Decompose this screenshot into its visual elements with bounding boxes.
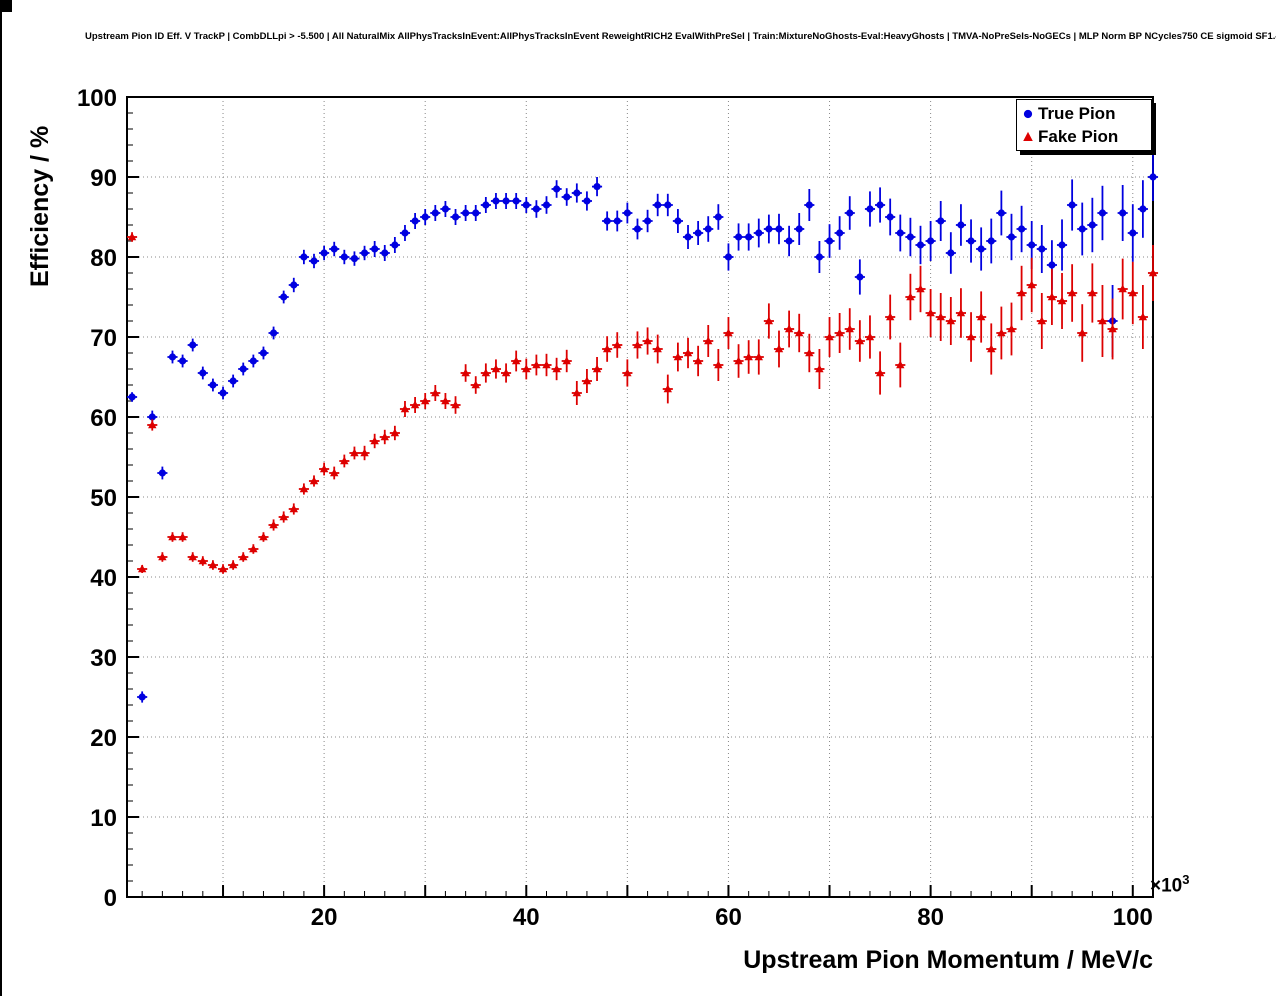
exponent-power: 3 <box>1182 872 1190 887</box>
plot-title: Upstream Pion ID Eff. V TrackP | CombDLL… <box>85 31 1276 42</box>
legend: True Pion Fake Pion <box>1016 99 1152 151</box>
svg-text:30: 30 <box>90 645 117 672</box>
svg-text:100: 100 <box>77 85 117 112</box>
svg-text:20: 20 <box>311 904 338 931</box>
canvas-corner-decoration <box>0 0 12 12</box>
x-axis-exponent: ×103 <box>1150 872 1189 897</box>
exponent-base: ×10 <box>1150 875 1183 897</box>
svg-text:100: 100 <box>1113 904 1153 931</box>
svg-text:60: 60 <box>90 405 117 432</box>
svg-text:60: 60 <box>715 904 742 931</box>
true-pion-marker-icon <box>1023 109 1033 118</box>
svg-text:80: 80 <box>917 904 944 931</box>
svg-text:50: 50 <box>90 485 117 512</box>
svg-text:40: 40 <box>513 904 540 931</box>
svg-text:80: 80 <box>90 245 117 272</box>
legend-entry-fake-pion: Fake Pion <box>1017 125 1151 148</box>
legend-label-fake-pion: Fake Pion <box>1038 126 1119 146</box>
svg-text:0: 0 <box>104 885 117 912</box>
svg-text:40: 40 <box>90 565 117 592</box>
legend-label-true-pion: True Pion <box>1038 103 1116 123</box>
svg-text:10: 10 <box>90 805 117 832</box>
x-axis-title: Upstream Pion Momentum / MeV/c <box>743 946 1153 974</box>
y-axis-title: Efficiency / % <box>26 125 54 287</box>
canvas-left-edge <box>0 0 2 996</box>
fake-pion-marker-icon <box>1023 131 1033 141</box>
svg-text:90: 90 <box>90 165 117 192</box>
legend-entry-true-pion: True Pion <box>1017 102 1151 125</box>
svg-text:20: 20 <box>90 725 117 752</box>
svg-text:70: 70 <box>90 325 117 352</box>
